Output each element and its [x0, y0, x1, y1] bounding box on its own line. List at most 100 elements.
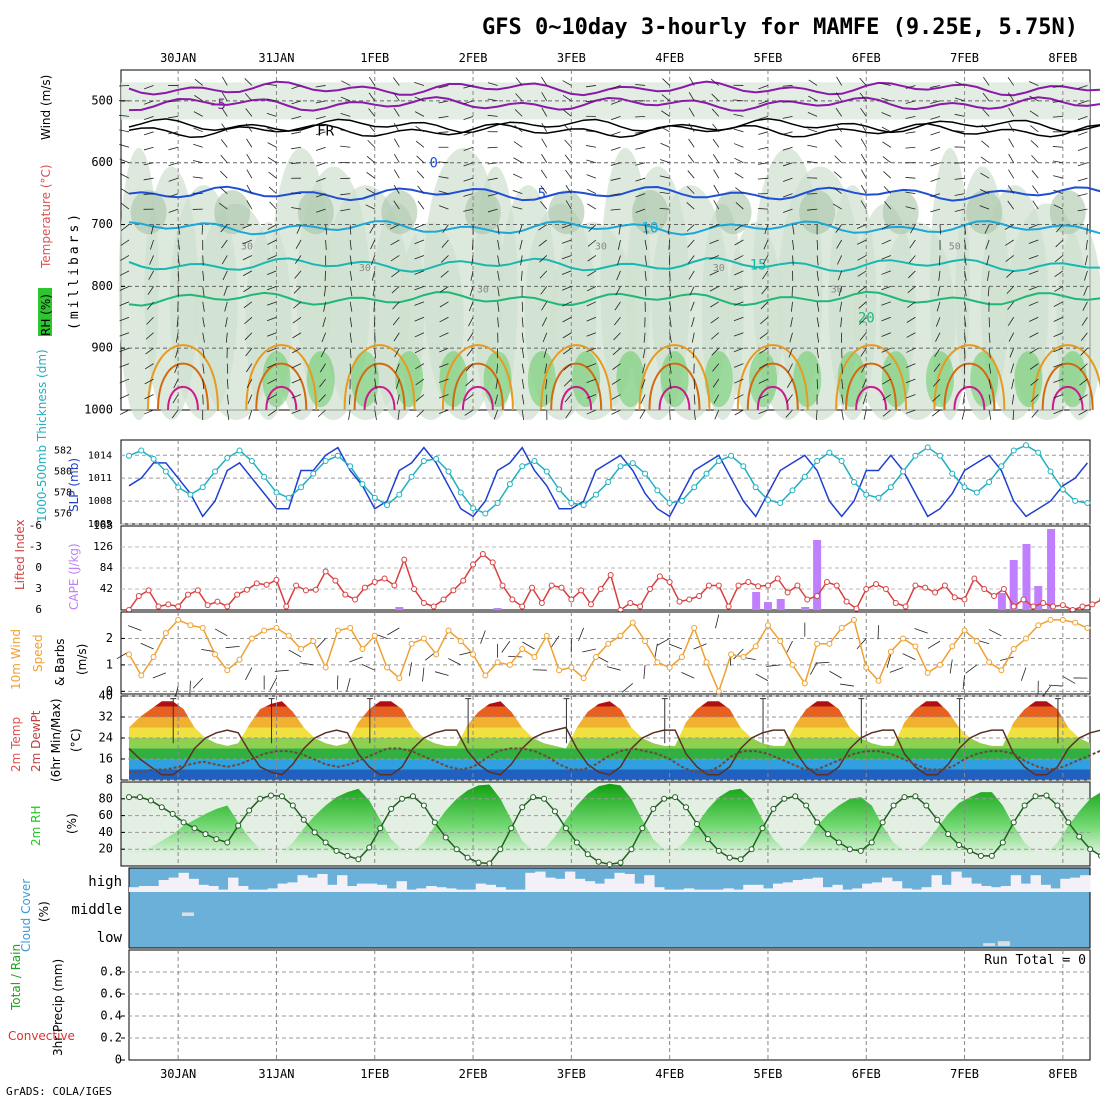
- isotherm-loop: [845, 362, 898, 411]
- lifted-index-point: [961, 596, 968, 603]
- wind-barb: [371, 255, 376, 266]
- rh2m-point: [606, 861, 613, 868]
- isotherm-loop: [156, 362, 209, 411]
- rh2m-point: [519, 804, 526, 811]
- rh2m-point: [672, 794, 679, 801]
- wind-barb: [686, 186, 695, 194]
- wind10m-barb: [501, 640, 511, 653]
- wind-barb: [202, 301, 205, 312]
- wind-barb: [520, 255, 523, 266]
- wind10m-units: (m/s): [75, 644, 89, 675]
- wind-barb: [266, 301, 277, 306]
- wind-barb: [858, 301, 867, 309]
- wind-barb: [291, 100, 302, 105]
- cape-bar: [801, 607, 810, 610]
- wind-speed-point: [310, 638, 317, 645]
- wind-barb: [292, 347, 302, 354]
- rh2m-point: [846, 846, 853, 853]
- wind-barb: [315, 85, 326, 88]
- wind-barb: [393, 107, 400, 117]
- wind-barb: [807, 208, 818, 211]
- wind-barb: [782, 193, 793, 198]
- wind-barb: [512, 173, 523, 179]
- li-tick: -6: [29, 519, 42, 532]
- wind-speed-point: [629, 619, 636, 626]
- wind10m-panel: 210 10m Wind Speed & Barbs (m/s): [9, 611, 1091, 700]
- wind-barb: [119, 129, 130, 133]
- isotherm: [128, 290, 1100, 307]
- wind-speed-point: [691, 624, 698, 631]
- rh-contour-label: 30: [595, 241, 607, 252]
- wind-barb: [341, 80, 351, 86]
- top-date-label: 3FEB: [557, 51, 586, 65]
- lifted-index-point: [420, 600, 427, 606]
- wind-barb: [119, 144, 130, 148]
- wind-barb: [857, 255, 867, 261]
- wind-barb: [219, 170, 228, 179]
- wind-speed-point: [1035, 622, 1042, 629]
- rh2m-point: [322, 839, 329, 846]
- wind-barb: [543, 348, 548, 358]
- wind-speed-point: [1084, 624, 1091, 631]
- rh2m-point: [901, 794, 908, 801]
- wind-barb: [177, 224, 181, 235]
- wind-barb: [268, 186, 277, 194]
- cloud-high-cell: [644, 875, 655, 892]
- wind-barb: [521, 332, 524, 343]
- wind-barb: [497, 286, 500, 297]
- temp-stripe: [129, 769, 1090, 780]
- wind-barb: [120, 239, 130, 246]
- wind-barb: [833, 171, 842, 179]
- minmax-label: (6hr Min/Max): [49, 699, 63, 783]
- rh2m-point: [781, 795, 788, 802]
- top-date-label: 5FEB: [753, 51, 782, 65]
- wind10m-barb: [733, 648, 744, 660]
- wind-barb: [366, 172, 375, 179]
- wind-barb: [1010, 363, 1015, 374]
- wind-barb: [1030, 140, 1039, 148]
- wind-barb: [487, 162, 498, 165]
- lifted-index-point: [1079, 603, 1086, 610]
- wind-barb: [438, 115, 449, 119]
- wind-barb: [837, 255, 843, 265]
- wind10m-barb: [1041, 685, 1051, 698]
- wind-barb: [644, 224, 648, 235]
- wind-barb: [988, 363, 992, 374]
- wind-barb: [439, 332, 449, 338]
- temp-stripe: [129, 701, 1090, 707]
- wind-barb: [610, 100, 621, 105]
- wind-barb: [177, 270, 180, 281]
- temperature-legend-label: Temperature (°C): [39, 164, 53, 269]
- wind-barb: [714, 409, 720, 420]
- wind-barb: [173, 378, 179, 389]
- wind-barb: [202, 394, 204, 405]
- wind-barb: [586, 159, 597, 164]
- wind-barb: [643, 332, 646, 343]
- wind-barb: [661, 110, 670, 117]
- wind-barb: [782, 208, 793, 213]
- wind10m-barb: [856, 638, 867, 650]
- thickness-point: [752, 484, 759, 491]
- isotherm-loop: [1041, 362, 1094, 411]
- thickness-point: [543, 468, 550, 475]
- rh2m-point: [257, 795, 264, 802]
- wind-barb: [291, 378, 302, 384]
- thickness-point: [580, 502, 587, 509]
- slp-tick: 1005: [88, 519, 112, 530]
- wind-barb: [1054, 270, 1064, 277]
- wind-barb: [816, 379, 819, 390]
- wind-barb: [881, 112, 891, 117]
- isotherm: [128, 257, 1100, 273]
- wind-barb: [521, 379, 525, 390]
- wind-barb: [587, 239, 597, 247]
- wind10m-barb: [422, 667, 425, 682]
- wind-barb: [687, 170, 695, 179]
- wind-barb: [168, 177, 179, 182]
- wind-barb: [662, 78, 670, 86]
- wind-barb: [986, 255, 990, 266]
- wind-barb: [146, 316, 154, 325]
- wind-barb: [792, 255, 794, 266]
- wind-barb: [881, 270, 891, 275]
- cloud-high-cell: [881, 877, 893, 892]
